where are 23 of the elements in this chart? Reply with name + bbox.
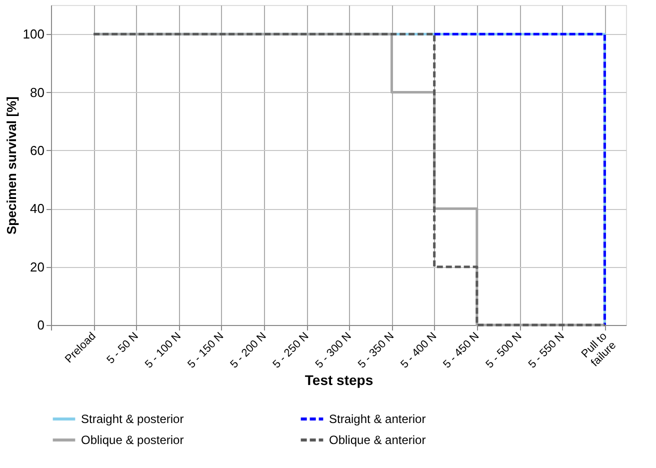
- y-tick-label: 0: [37, 318, 44, 332]
- legend-label: Oblique & posterior: [81, 433, 184, 447]
- y-axis-title: Specimen survival [%]: [4, 96, 19, 234]
- x-tick-label: 5 - 100 N: [143, 330, 184, 371]
- y-tick-label: 80: [30, 84, 44, 100]
- legend-label: Straight & anterior: [329, 412, 426, 426]
- x-axis-title: Test steps: [304, 372, 374, 388]
- x-tick-label: 5 - 50 N: [104, 330, 141, 366]
- x-tick-label: 5 - 400 N: [398, 330, 440, 371]
- x-tick-label: 5 - 450 N: [441, 330, 482, 371]
- x-tick-label: 5 - 550 N: [526, 330, 567, 371]
- x-tick-label: 5 - 300 N: [313, 330, 354, 371]
- y-tick-label: 60: [30, 142, 44, 158]
- legend-label: Oblique & anterior: [329, 433, 426, 447]
- legend-label: Straight & posterior: [81, 412, 184, 426]
- x-tick-label: 5 - 350 N: [356, 330, 397, 371]
- y-tick-label: 20: [30, 259, 44, 274]
- x-tick-label: 5 - 200 N: [228, 330, 269, 371]
- x-tick-label: 5 - 500 N: [484, 330, 524, 371]
- x-tick-label: 5 - 150 N: [186, 330, 226, 371]
- y-tick-label: 100: [22, 26, 44, 42]
- y-tick-label: 40: [30, 201, 44, 216]
- x-tick-label: 5 - 250 N: [270, 330, 312, 371]
